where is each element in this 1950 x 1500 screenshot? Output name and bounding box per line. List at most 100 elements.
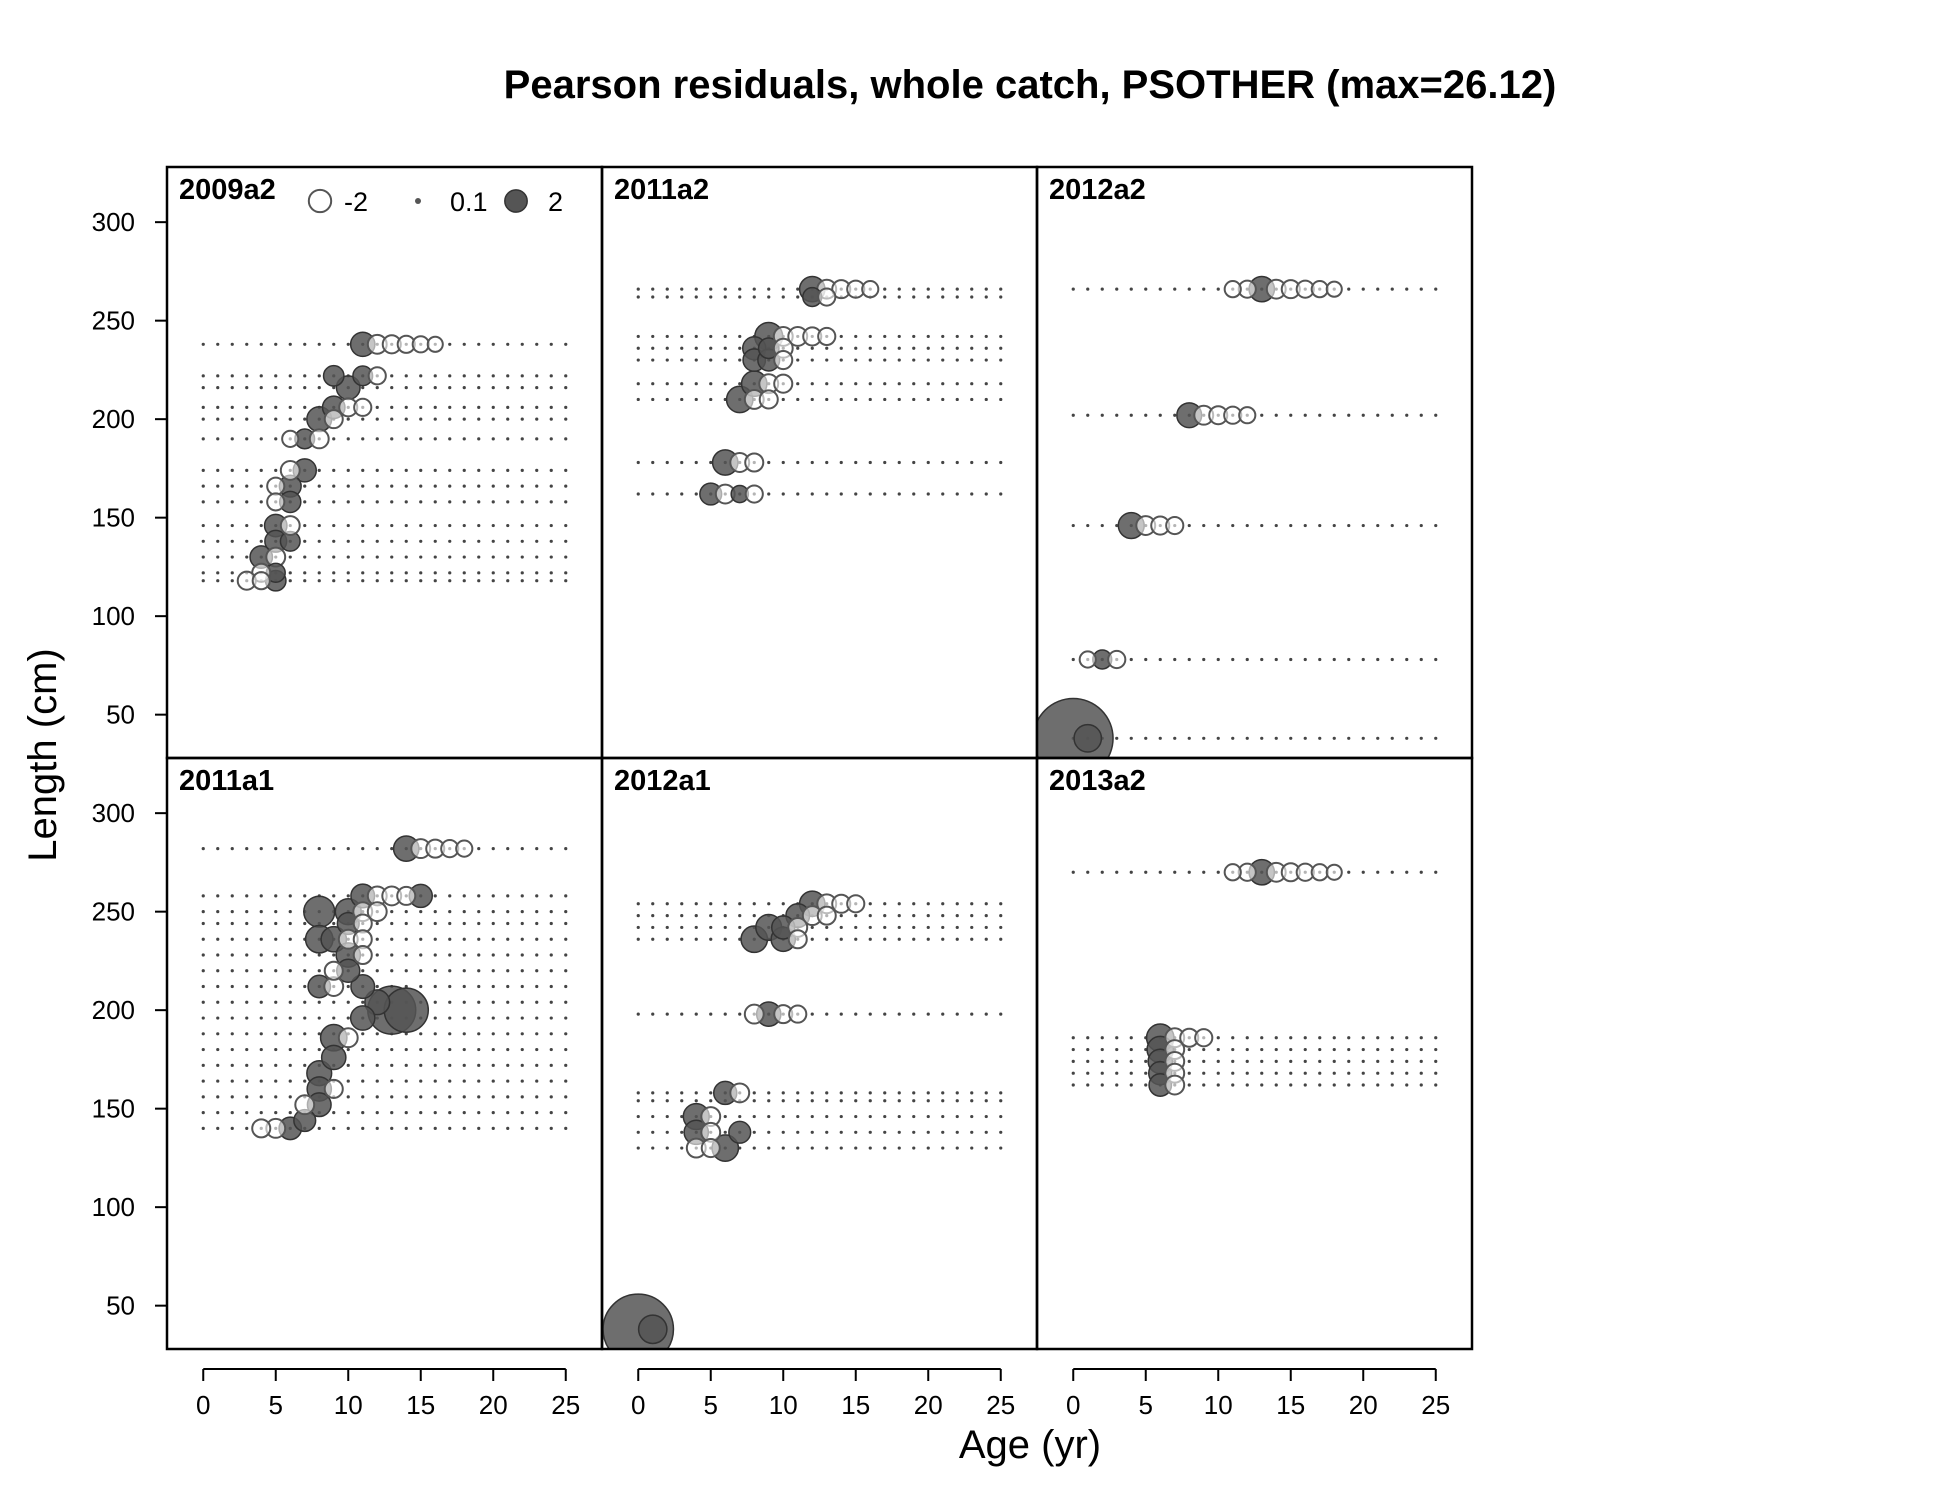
grid-dot: [854, 492, 858, 496]
grid-dot: [462, 937, 466, 941]
grid-dot: [752, 1146, 756, 1150]
grid-dot: [1434, 1071, 1438, 1075]
grid-dot: [549, 1032, 553, 1036]
grid-dot: [1419, 1047, 1423, 1052]
grid-dot: [245, 484, 249, 488]
grid-dot: [375, 1126, 379, 1130]
grid-dot: [1187, 1059, 1191, 1063]
grid-dot: [259, 523, 263, 528]
grid-dot: [1216, 1036, 1220, 1040]
grid-dot: [1231, 736, 1235, 740]
grid-dot: [448, 386, 452, 390]
grid-dot: [390, 1063, 394, 1067]
grid-dot: [201, 386, 205, 390]
grid-dot: [694, 937, 698, 941]
grid-dot: [1332, 523, 1336, 528]
grid-dot: [1289, 1036, 1293, 1040]
grid-dot: [912, 914, 916, 918]
grid-dot: [1115, 1071, 1119, 1075]
grid-dot: [767, 295, 771, 299]
grid-dot: [1303, 523, 1307, 528]
grid-dot: [462, 468, 466, 472]
grid-dot: [303, 386, 307, 390]
grid-dot: [694, 358, 698, 362]
grid-dot: [796, 287, 800, 291]
grid-dot: [1347, 736, 1351, 740]
grid-dot: [448, 910, 452, 914]
legend-positive-marker: [504, 189, 528, 213]
grid-dot: [477, 969, 481, 973]
grid-dot: [1274, 1036, 1278, 1040]
grid-dot: [709, 937, 713, 941]
grid-dot: [1318, 1071, 1322, 1075]
grid-dot: [1332, 736, 1336, 740]
grid-dot: [680, 1146, 684, 1150]
grid-dot: [303, 500, 307, 504]
chart-title: Pearson residuals, whole catch, PSOTHER …: [504, 63, 1557, 107]
grid-dot: [404, 1063, 408, 1067]
grid-dot: [462, 910, 466, 914]
grid-dot: [941, 937, 945, 941]
grid-dot: [390, 539, 394, 543]
grid-dot: [694, 492, 698, 496]
grid-dot: [245, 500, 249, 504]
grid-dot: [361, 468, 365, 472]
grid-dot: [1115, 736, 1119, 740]
grid-dot: [709, 925, 713, 930]
grid-dot: [868, 460, 872, 465]
grid-dot: [1187, 1071, 1191, 1075]
grid-dot: [1100, 1083, 1104, 1087]
grid-dot: [636, 295, 640, 299]
grid-dot: [1187, 657, 1191, 662]
grid-dot: [1086, 287, 1090, 291]
grid-dot: [665, 937, 669, 941]
grid-dot: [1361, 1047, 1365, 1052]
grid-dot: [506, 910, 510, 914]
grid-dot: [694, 1099, 698, 1103]
grid-dot: [781, 1130, 785, 1134]
grid-dot: [984, 460, 988, 465]
grid-dot: [665, 295, 669, 299]
grid-dot: [999, 397, 1003, 402]
grid-dot: [680, 1012, 684, 1016]
grid-dot: [375, 555, 379, 559]
grid-dot: [883, 925, 887, 930]
grid-dot: [825, 1012, 829, 1016]
residual-positive: [303, 895, 336, 928]
grid-dot: [999, 460, 1003, 465]
panel-frame: [600, 756, 1039, 1351]
grid-dot: [549, 1126, 553, 1130]
grid-dot: [549, 1000, 553, 1004]
grid-dot: [564, 342, 568, 346]
grid-dot: [477, 937, 481, 941]
grid-dot: [1202, 870, 1206, 874]
grid-dot: [825, 937, 829, 941]
grid-dot: [1274, 1059, 1278, 1063]
grid-dot: [781, 1146, 785, 1150]
grid-dot: [1376, 870, 1380, 874]
grid-dot: [825, 346, 829, 350]
grid-dot: [723, 287, 727, 291]
grid-dot: [535, 1016, 539, 1020]
grid-dot: [317, 555, 321, 559]
grid-dot: [709, 902, 713, 906]
grid-dot: [781, 1091, 785, 1095]
grid-dot: [810, 925, 814, 930]
grid-dot: [1390, 736, 1394, 740]
residual-negative: [337, 1027, 359, 1049]
grid-dot: [999, 1012, 1003, 1016]
grid-dot: [230, 953, 234, 957]
grid-dot: [491, 1032, 495, 1036]
grid-dot: [303, 1000, 307, 1004]
residual-negative: [1164, 1074, 1186, 1096]
grid-dot: [433, 374, 437, 378]
grid-dot: [201, 500, 205, 504]
grid-dot: [752, 1130, 756, 1134]
grid-dot: [462, 894, 466, 898]
grid-dot: [1289, 1083, 1293, 1087]
grid-dot: [636, 358, 640, 362]
grid-dot: [709, 460, 713, 465]
grid-dot: [564, 417, 568, 421]
residual-negative: [266, 476, 286, 496]
grid-dot: [288, 386, 292, 390]
